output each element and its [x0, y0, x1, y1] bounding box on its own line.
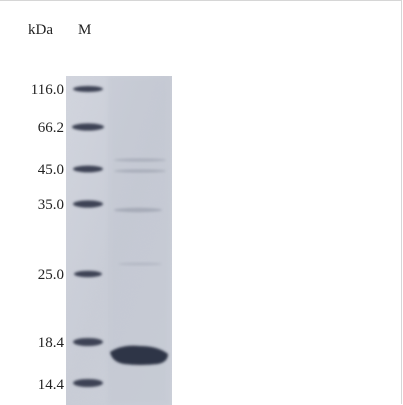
marker-label-45: 45.0: [37, 162, 64, 178]
sample-faint-bands: [114, 158, 166, 266]
sample-main-band: [110, 345, 168, 365]
marker-band-45: [73, 165, 103, 173]
marker-band-66: [72, 123, 104, 131]
unit-label: kDa: [28, 22, 53, 38]
marker-label-18: 18.4: [37, 335, 64, 351]
marker-band-18: [73, 338, 103, 346]
marker-band-14: [73, 379, 103, 387]
marker-band-25: [74, 270, 102, 278]
marker-label-66: 66.2: [37, 120, 64, 136]
marker-label-116: 116.0: [30, 82, 64, 98]
marker-band-116: [73, 86, 103, 92]
marker-label-25: 25.0: [37, 267, 64, 283]
marker-label-35: 35.0: [37, 197, 64, 213]
marker-lane: [72, 86, 104, 387]
gel-image: [66, 76, 172, 405]
marker-lane-label: M: [78, 22, 92, 38]
marker-band-35: [73, 200, 103, 208]
marker-label-14: 14.4: [37, 377, 64, 393]
